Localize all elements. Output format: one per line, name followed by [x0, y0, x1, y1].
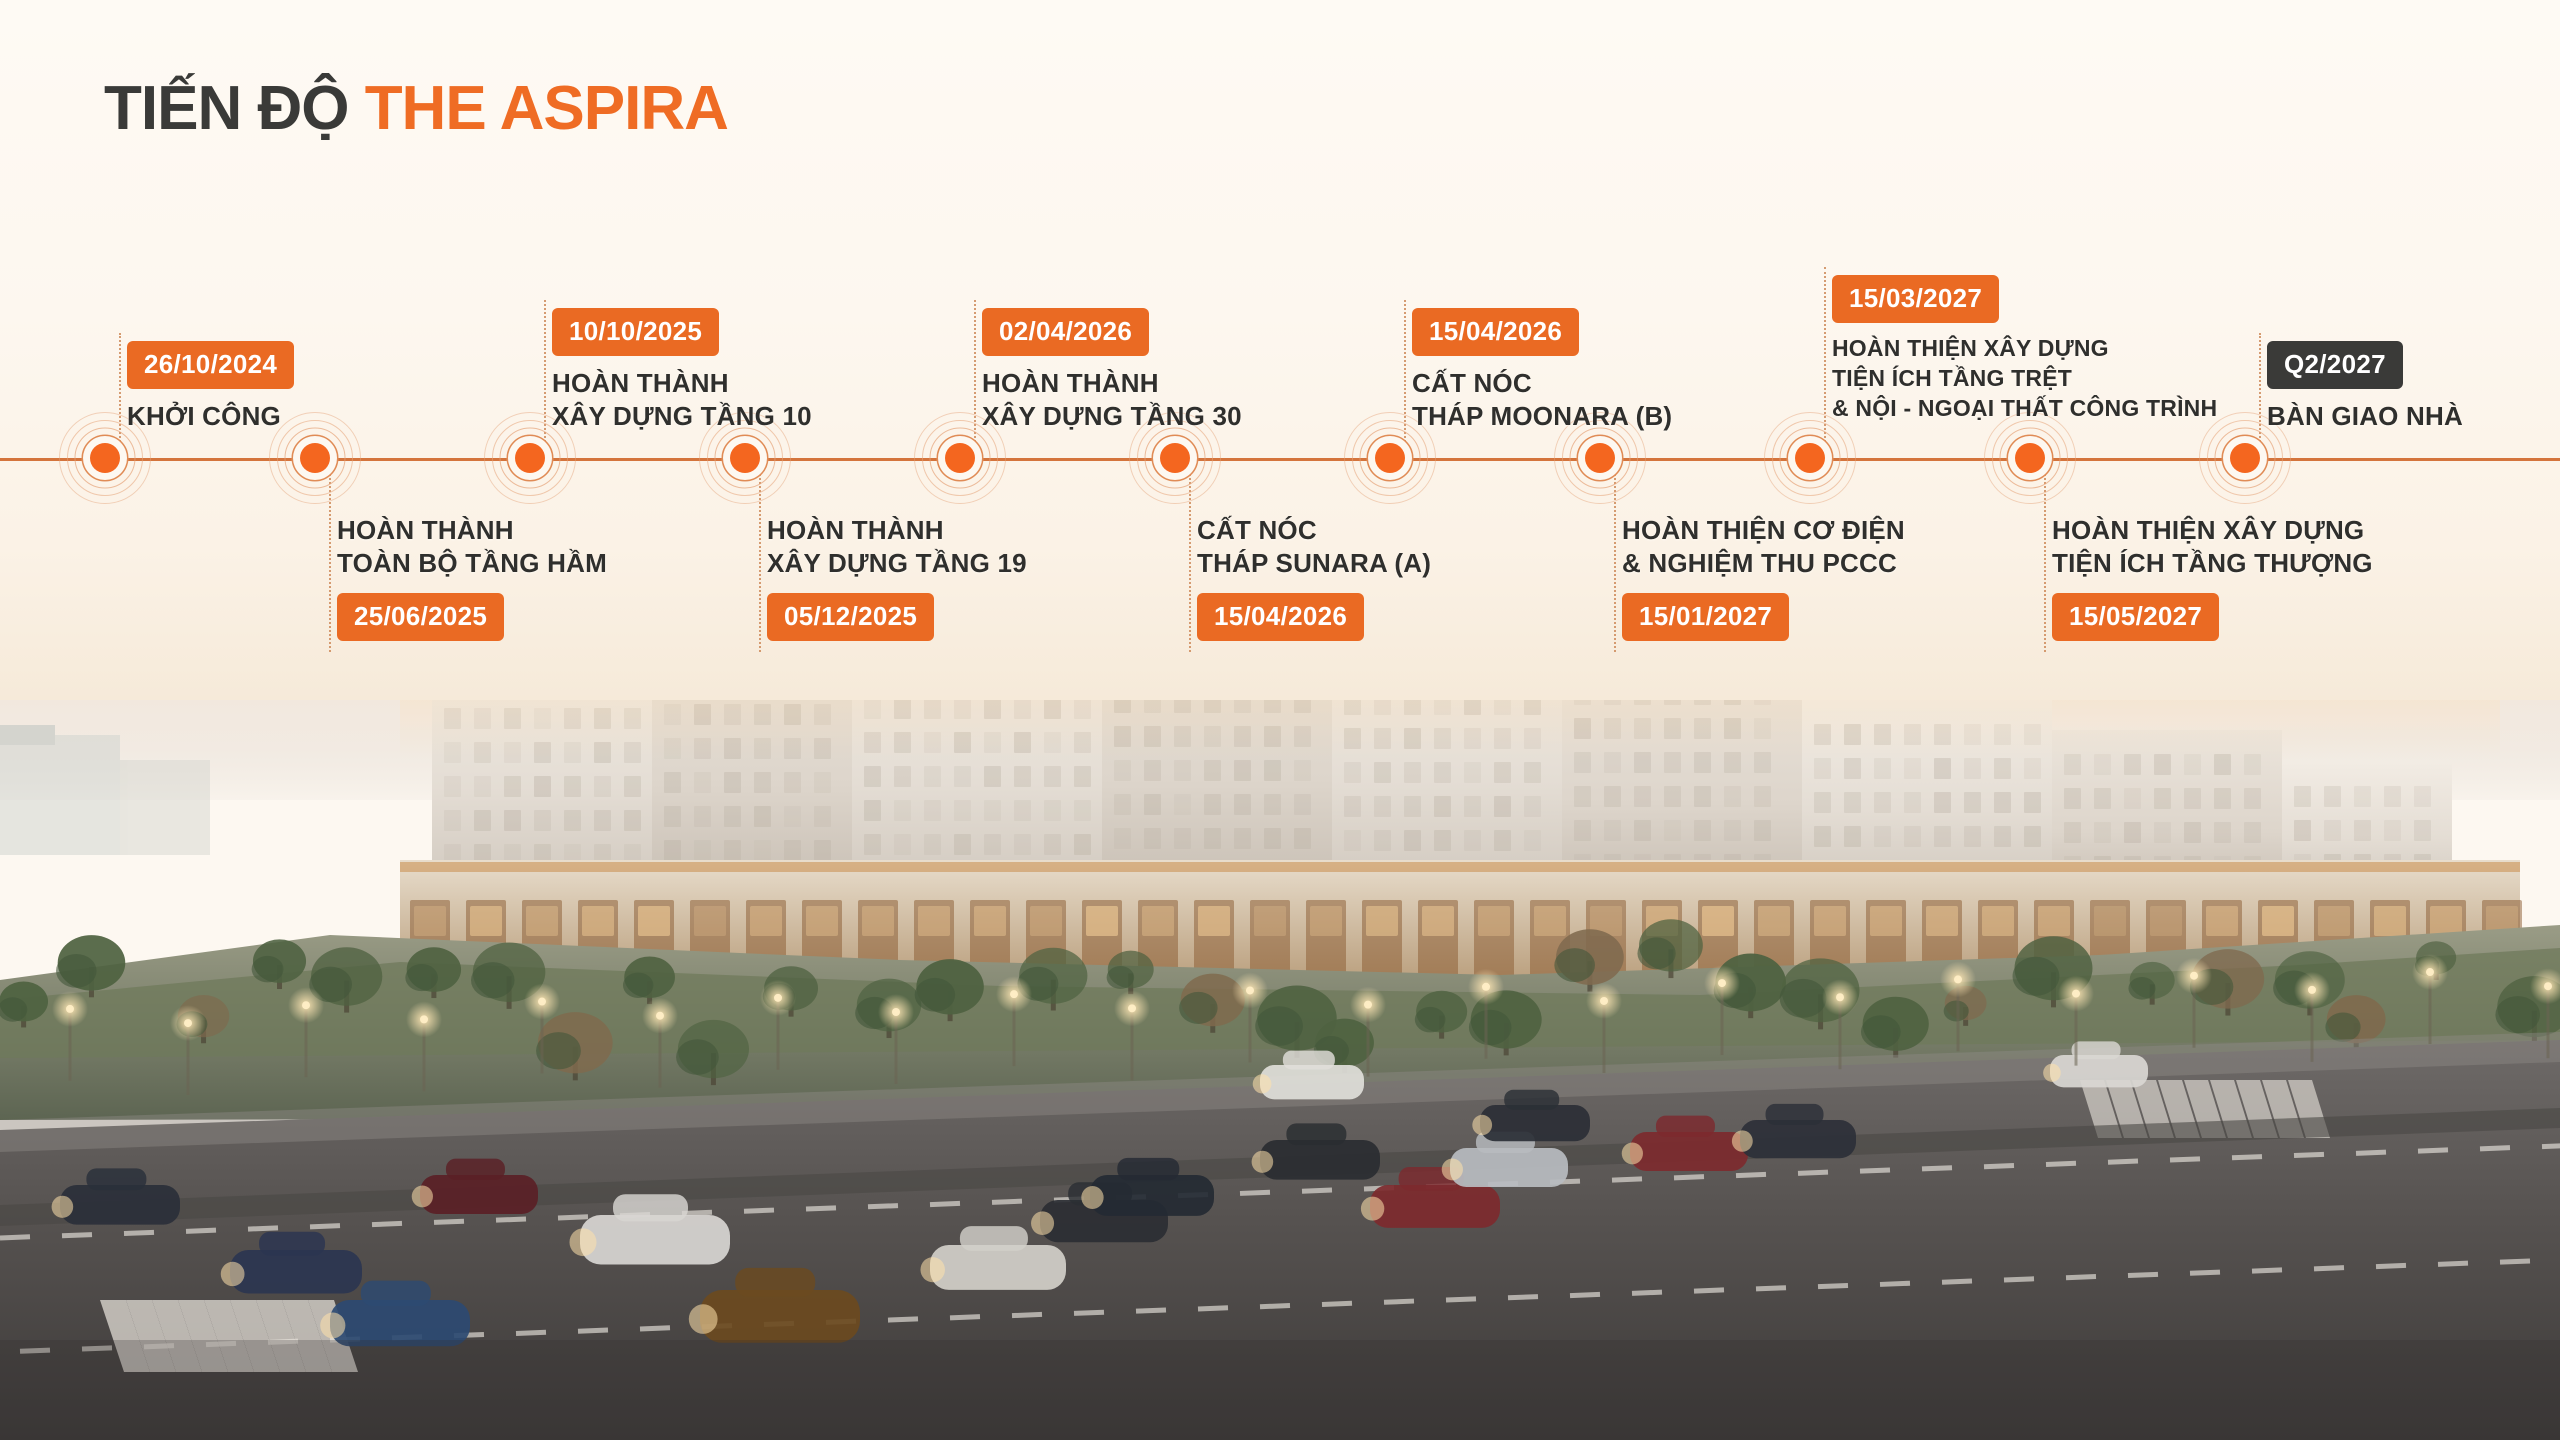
milestone-label-line-1: HOÀN THÀNH — [767, 514, 1027, 547]
milestone-label-line-2: TIỆN ÍCH TẦNG TRỆT — [1832, 364, 2217, 394]
milestone-date-badge[interactable]: 15/04/2026 — [1412, 308, 1579, 356]
milestone-label: KHỞI CÔNG — [127, 400, 294, 433]
milestone-top-2[interactable]: 10/10/2025 HOÀN THÀNH XÂY DỰNG TẦNG 10 — [552, 308, 812, 434]
milestone-label-line-2: XÂY DỰNG TẦNG 19 — [767, 547, 1027, 580]
node-dot-icon — [1160, 443, 1190, 473]
timeline-axis — [0, 458, 2560, 461]
milestone-label: HOÀN THÀNH XÂY DỰNG TẦNG 19 — [767, 514, 1027, 581]
milestone-date-badge[interactable]: Q2/2027 — [2267, 341, 2403, 389]
node-dot-icon — [1585, 443, 1615, 473]
milestone-label: HOÀN THIỆN XÂY DỰNG TIỆN ÍCH TẦNG THƯỢNG — [2052, 514, 2373, 581]
node-dot-icon — [2230, 443, 2260, 473]
milestone-label-line-1: HOÀN THÀNH — [337, 514, 607, 547]
milestone-label: HOÀN THÀNH XÂY DỰNG TẦNG 30 — [982, 367, 1242, 434]
milestone-label-line-2: TIỆN ÍCH TẦNG THƯỢNG — [2052, 547, 2373, 580]
page-title-part1: TIẾN ĐỘ — [104, 74, 348, 143]
node-dot-icon — [1795, 443, 1825, 473]
milestone-bottom-1[interactable]: HOÀN THÀNH TOÀN BỘ TẦNG HẦM 25/06/2025 — [337, 514, 607, 641]
milestone-date-badge[interactable]: 02/04/2026 — [982, 308, 1149, 356]
milestone-label: HOÀN THIỆN CƠ ĐIỆN & NGHIỆM THU PCCC — [1622, 514, 1905, 581]
milestone-label: CẤT NÓC THÁP MOONARA (B) — [1412, 367, 1672, 434]
node-dot-icon — [515, 443, 545, 473]
milestone-top-5[interactable]: 15/03/2027 HOÀN THIỆN XÂY DỰNG TIỆN ÍCH TẦ… — [1832, 275, 2217, 424]
milestone-label-line-2: THÁP MOONARA (B) — [1412, 400, 1672, 433]
milestone-label-line-3: & NỘI - NGOẠI THẤT CÔNG TRÌNH — [1832, 394, 2217, 424]
node-dot-icon — [730, 443, 760, 473]
milestone-date-badge[interactable]: 15/05/2027 — [2052, 593, 2219, 641]
milestone-top-1[interactable]: 26/10/2024 KHỞI CÔNG — [127, 341, 294, 433]
milestone-top-3[interactable]: 02/04/2026 HOÀN THÀNH XÂY DỰNG TẦNG 30 — [982, 308, 1242, 434]
milestone-bottom-2[interactable]: HOÀN THÀNH XÂY DỰNG TẦNG 19 05/12/2025 — [767, 514, 1027, 641]
milestone-top-4[interactable]: 15/04/2026 CẤT NÓC THÁP MOONARA (B) — [1412, 308, 1672, 434]
node-dot-icon — [90, 443, 120, 473]
milestone-label: HOÀN THÀNH XÂY DỰNG TẦNG 10 — [552, 367, 812, 434]
milestone-label-line-1: KHỞI CÔNG — [127, 400, 294, 433]
milestone-label-line-1: BÀN GIAO NHÀ — [2267, 400, 2463, 433]
milestone-date-badge[interactable]: 05/12/2025 — [767, 593, 934, 641]
milestone-label-line-1: HOÀN THÀNH — [552, 367, 812, 400]
milestone-date-badge[interactable]: 15/01/2027 — [1622, 593, 1789, 641]
project-rendering-background — [0, 0, 2560, 1440]
milestone-label-line-1: CẤT NÓC — [1412, 367, 1672, 400]
milestone-label-line-1: HOÀN THIỆN CƠ ĐIỆN — [1622, 514, 1905, 547]
node-dot-icon — [300, 443, 330, 473]
milestone-label: HOÀN THIỆN XÂY DỰNG TIỆN ÍCH TẦNG TRỆT & N… — [1832, 334, 2217, 424]
milestone-label-line-2: TOÀN BỘ TẦNG HẦM — [337, 547, 607, 580]
milestone-date-badge[interactable]: 15/03/2027 — [1832, 275, 1999, 323]
milestone-label-line-1: CẤT NÓC — [1197, 514, 1431, 547]
milestone-date-badge[interactable]: 10/10/2025 — [552, 308, 719, 356]
page-title-part2: THE ASPIRA — [365, 74, 728, 143]
node-dot-icon — [945, 443, 975, 473]
milestone-label: BÀN GIAO NHÀ — [2267, 400, 2463, 433]
milestone-label-line-1: HOÀN THIỆN XÂY DỰNG — [2052, 514, 2373, 547]
milestone-label-line-2: XÂY DỰNG TẦNG 30 — [982, 400, 1242, 433]
milestone-date-badge[interactable]: 25/06/2025 — [337, 593, 504, 641]
milestone-label-line-2: & NGHIỆM THU PCCC — [1622, 547, 1905, 580]
milestone-date-badge[interactable]: 15/04/2026 — [1197, 593, 1364, 641]
milestone-label: HOÀN THÀNH TOÀN BỘ TẦNG HẦM — [337, 514, 607, 581]
milestone-bottom-5[interactable]: HOÀN THIỆN XÂY DỰNG TIỆN ÍCH TẦNG THƯỢNG 1… — [2052, 514, 2373, 641]
milestone-bottom-3[interactable]: CẤT NÓC THÁP SUNARA (A) 15/04/2026 — [1197, 514, 1431, 641]
milestone-label-line-1: HOÀN THIỆN XÂY DỰNG — [1832, 334, 2217, 364]
page-title: TIẾN ĐỘ THE ASPIRA — [104, 78, 728, 140]
milestone-label-line-2: XÂY DỰNG TẦNG 10 — [552, 400, 812, 433]
milestone-bottom-4[interactable]: HOÀN THIỆN CƠ ĐIỆN & NGHIỆM THU PCCC 15/01… — [1622, 514, 1905, 641]
milestone-top-6[interactable]: Q2/2027 BÀN GIAO NHÀ — [2267, 341, 2463, 433]
node-dot-icon — [2015, 443, 2045, 473]
milestone-date-badge[interactable]: 26/10/2024 — [127, 341, 294, 389]
milestone-label: CẤT NÓC THÁP SUNARA (A) — [1197, 514, 1431, 581]
milestone-label-line-1: HOÀN THÀNH — [982, 367, 1242, 400]
node-dot-icon — [1375, 443, 1405, 473]
milestone-label-line-2: THÁP SUNARA (A) — [1197, 547, 1431, 580]
